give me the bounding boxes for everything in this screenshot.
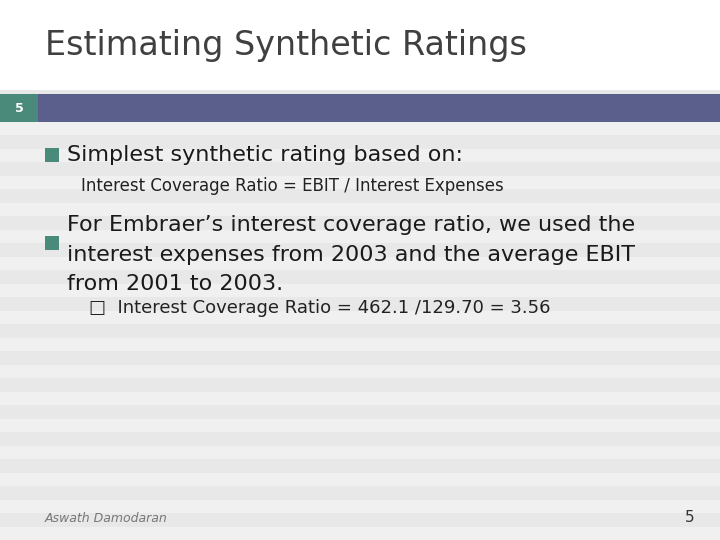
Text: 5: 5 bbox=[14, 102, 23, 114]
Bar bbox=[0, 500, 720, 513]
Bar bbox=[0, 418, 720, 432]
Text: Interest Coverage Ratio = EBIT / Interest Expenses: Interest Coverage Ratio = EBIT / Interes… bbox=[81, 177, 504, 195]
Bar bbox=[0, 230, 720, 243]
Bar bbox=[0, 243, 720, 256]
Bar bbox=[0, 446, 720, 459]
Bar bbox=[0, 27, 720, 40]
Bar bbox=[0, 135, 720, 148]
Bar bbox=[0, 14, 720, 27]
Bar bbox=[0, 526, 720, 540]
Bar bbox=[0, 459, 720, 472]
Bar bbox=[0, 94, 720, 108]
Bar bbox=[0, 0, 720, 90]
Bar bbox=[0, 472, 720, 486]
Bar bbox=[0, 81, 720, 94]
Bar bbox=[0, 351, 720, 364]
Bar bbox=[0, 270, 720, 284]
Bar bbox=[0, 216, 720, 229]
Bar bbox=[0, 284, 720, 297]
Bar bbox=[0, 162, 720, 176]
Bar bbox=[0, 189, 720, 202]
Bar bbox=[45, 236, 59, 250]
Text: For Embraer’s interest coverage ratio, we used the
interest expenses from 2003 a: For Embraer’s interest coverage ratio, w… bbox=[67, 215, 635, 294]
Bar bbox=[0, 513, 720, 526]
Bar bbox=[0, 338, 720, 351]
Bar bbox=[0, 40, 720, 54]
Bar bbox=[0, 432, 720, 445]
Bar bbox=[0, 68, 720, 81]
Bar bbox=[0, 54, 720, 68]
Bar bbox=[0, 0, 720, 14]
Bar bbox=[0, 297, 720, 310]
Bar bbox=[0, 392, 720, 405]
Bar bbox=[0, 94, 38, 122]
Text: 5: 5 bbox=[685, 510, 695, 525]
Bar bbox=[0, 256, 720, 270]
Bar bbox=[0, 176, 720, 189]
Text: Simplest synthetic rating based on:: Simplest synthetic rating based on: bbox=[67, 145, 463, 165]
Bar bbox=[0, 364, 720, 378]
Bar bbox=[0, 486, 720, 500]
Text: Aswath Damodaran: Aswath Damodaran bbox=[45, 511, 168, 524]
Bar bbox=[0, 324, 720, 338]
Bar bbox=[45, 148, 59, 162]
Text: Estimating Synthetic Ratings: Estimating Synthetic Ratings bbox=[45, 29, 527, 62]
Text: □  Interest Coverage Ratio = 462.1 /129.70 = 3.56: □ Interest Coverage Ratio = 462.1 /129.7… bbox=[89, 299, 551, 317]
Bar bbox=[0, 122, 720, 135]
Bar bbox=[0, 310, 720, 324]
Bar bbox=[0, 202, 720, 216]
Bar bbox=[0, 405, 720, 418]
Bar bbox=[0, 378, 720, 392]
Bar bbox=[0, 148, 720, 162]
Bar bbox=[0, 108, 720, 122]
Bar bbox=[38, 94, 720, 122]
